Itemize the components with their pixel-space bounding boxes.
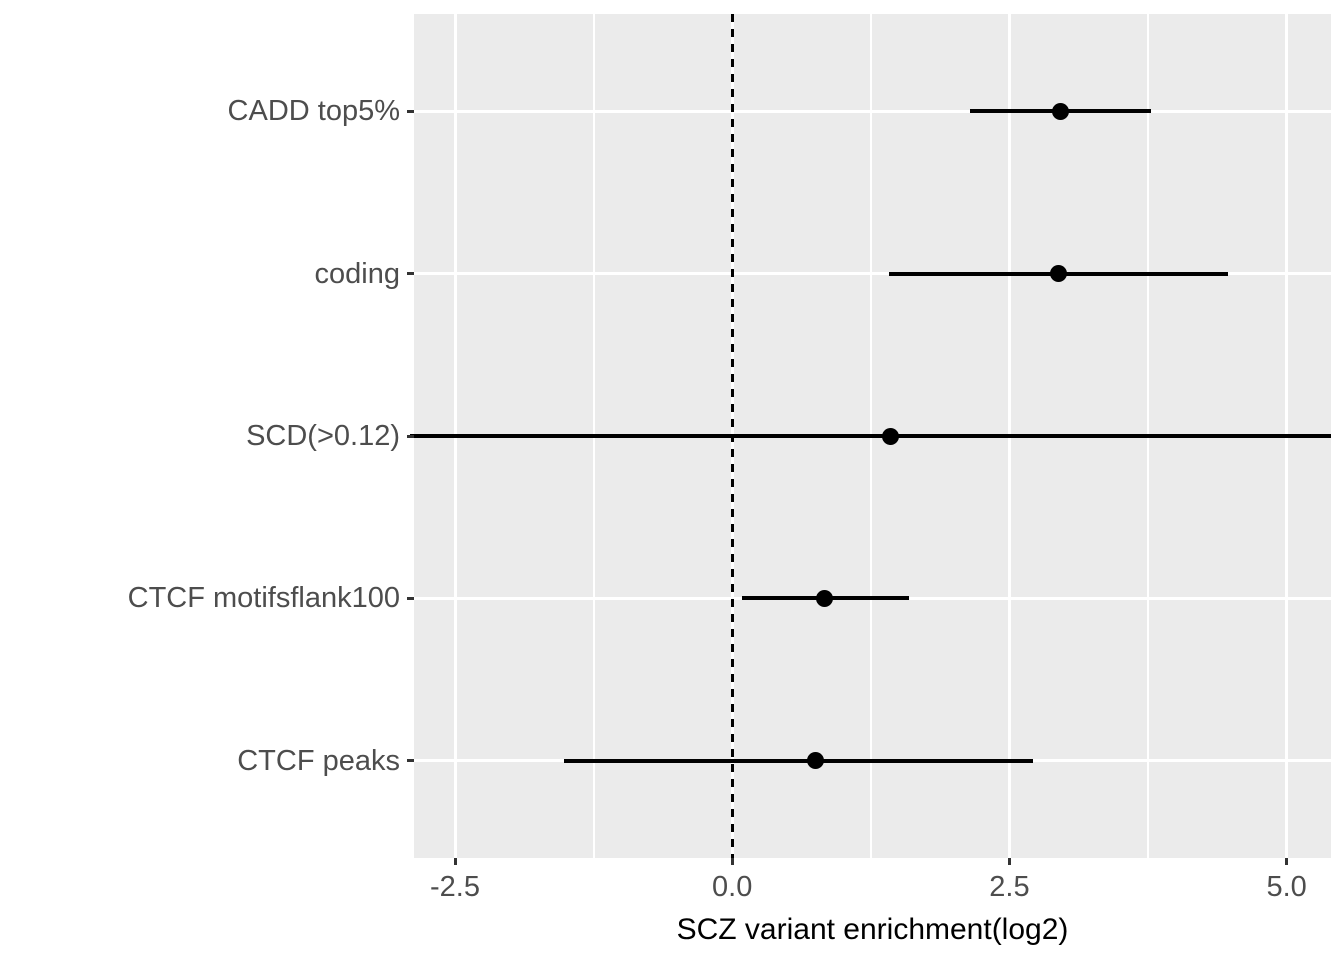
y-axis-category-label: CADD top5% bbox=[227, 95, 400, 128]
major-gridline-horizontal bbox=[414, 272, 1331, 276]
point-estimate-dot bbox=[1049, 265, 1067, 283]
point-estimate-dot bbox=[882, 427, 900, 445]
point-estimate-dot bbox=[806, 752, 824, 770]
x-axis-tick-label: 2.5 bbox=[989, 871, 1030, 903]
x-axis-tick bbox=[453, 858, 457, 865]
x-axis-tick bbox=[730, 858, 734, 865]
y-axis-tick bbox=[407, 434, 414, 438]
x-axis-title: SCZ variant enrichment(log2) bbox=[676, 913, 1069, 946]
x-axis-tick-label: 0.0 bbox=[712, 871, 753, 903]
y-axis-category-label: CTCF peaks bbox=[237, 744, 400, 777]
major-gridline-horizontal bbox=[414, 109, 1331, 113]
x-axis-tick bbox=[1007, 858, 1011, 865]
confidence-interval-line bbox=[563, 758, 1033, 763]
point-estimate-dot bbox=[1051, 102, 1069, 120]
x-axis-tick-label: -2.5 bbox=[430, 871, 481, 903]
y-axis-category-label: CTCF motifsflank100 bbox=[127, 582, 400, 615]
confidence-interval-line bbox=[409, 434, 1331, 438]
y-axis-tick bbox=[407, 596, 414, 600]
y-axis-tick bbox=[407, 272, 414, 276]
point-estimate-dot bbox=[815, 589, 833, 607]
y-axis-tick bbox=[407, 759, 414, 763]
y-axis-tick bbox=[407, 109, 414, 113]
x-axis-tick bbox=[1285, 858, 1289, 865]
y-axis-category-label: coding bbox=[314, 257, 400, 290]
x-axis-tick-label: 5.0 bbox=[1266, 871, 1307, 903]
y-axis-category-label: SCD(>0.12) bbox=[246, 420, 400, 452]
